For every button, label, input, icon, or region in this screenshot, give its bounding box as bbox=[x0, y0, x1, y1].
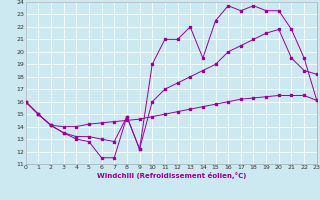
X-axis label: Windchill (Refroidissement éolien,°C): Windchill (Refroidissement éolien,°C) bbox=[97, 172, 246, 179]
